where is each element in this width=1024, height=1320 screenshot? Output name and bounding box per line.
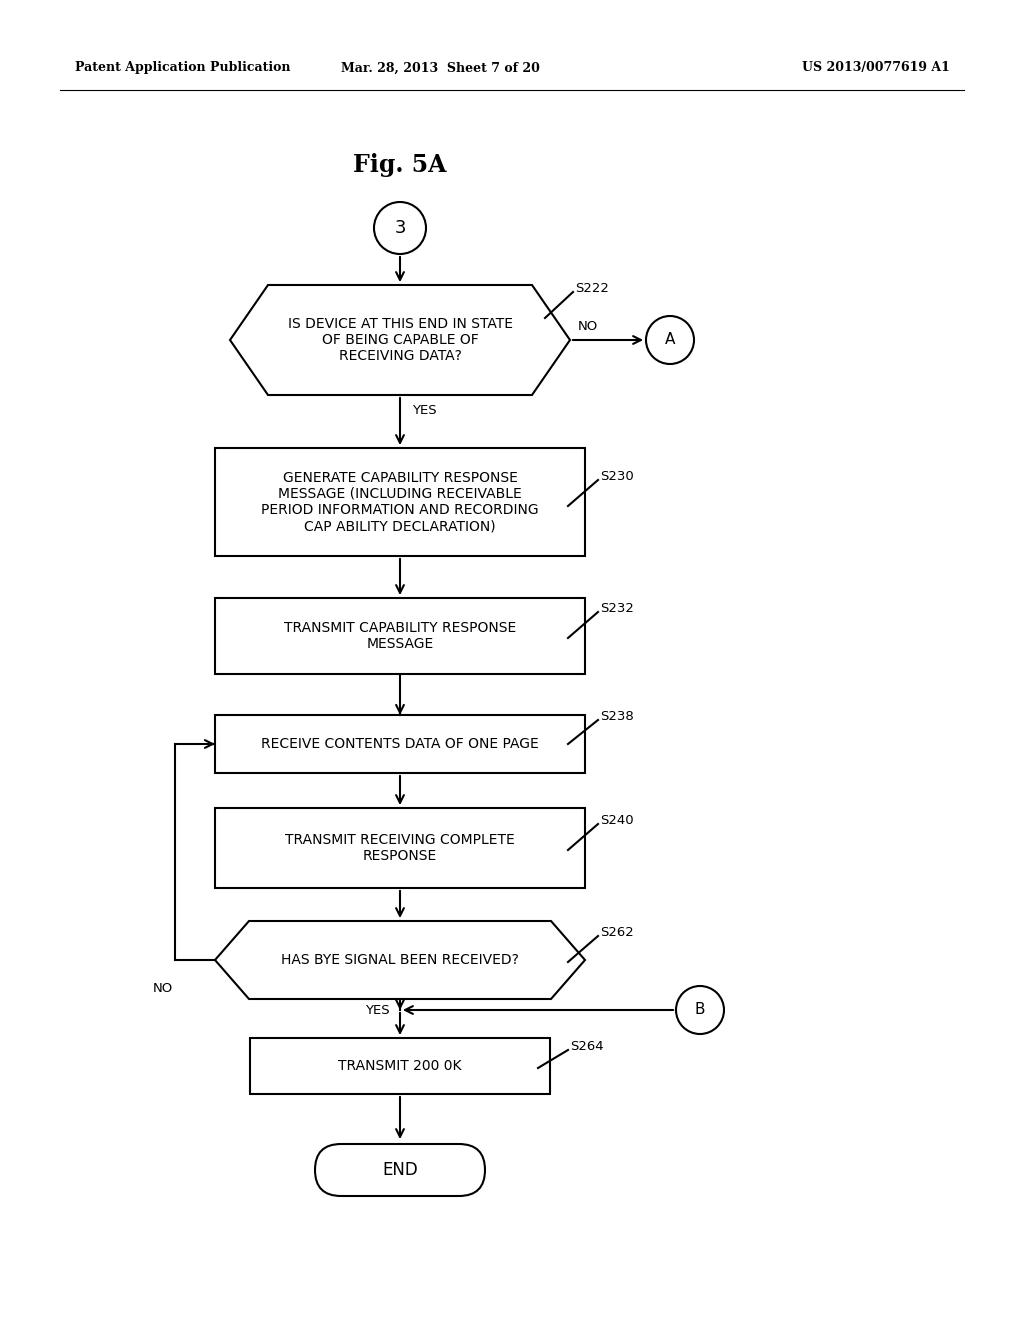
Text: S232: S232 (600, 602, 634, 615)
Text: S230: S230 (600, 470, 634, 483)
Text: NO: NO (153, 982, 173, 994)
Text: TRANSMIT RECEIVING COMPLETE
RESPONSE: TRANSMIT RECEIVING COMPLETE RESPONSE (285, 833, 515, 863)
Text: END: END (382, 1162, 418, 1179)
Text: S240: S240 (600, 813, 634, 826)
Bar (215, 598, 585, 675)
Text: TRANSMIT CAPABILITY RESPONSE
MESSAGE: TRANSMIT CAPABILITY RESPONSE MESSAGE (284, 620, 516, 651)
Text: HAS BYE SIGNAL BEEN RECEIVED?: HAS BYE SIGNAL BEEN RECEIVED? (281, 953, 519, 968)
Text: 3: 3 (394, 219, 406, 238)
Text: S262: S262 (600, 925, 634, 939)
Text: B: B (694, 1002, 706, 1018)
Bar (215, 715, 585, 774)
Text: GENERATE CAPABILITY RESPONSE
MESSAGE (INCLUDING RECEIVABLE
PERIOD INFORMATION AN: GENERATE CAPABILITY RESPONSE MESSAGE (IN… (261, 471, 539, 533)
Text: S264: S264 (570, 1040, 603, 1052)
Text: RECEIVE CONTENTS DATA OF ONE PAGE: RECEIVE CONTENTS DATA OF ONE PAGE (261, 737, 539, 751)
Text: YES: YES (366, 1003, 390, 1016)
Text: S238: S238 (600, 710, 634, 722)
Bar (215, 447, 585, 556)
Text: A: A (665, 333, 675, 347)
Text: S222: S222 (575, 281, 609, 294)
Text: YES: YES (412, 404, 436, 417)
Text: IS DEVICE AT THIS END IN STATE
OF BEING CAPABLE OF
RECEIVING DATA?: IS DEVICE AT THIS END IN STATE OF BEING … (288, 317, 512, 363)
Text: Mar. 28, 2013  Sheet 7 of 20: Mar. 28, 2013 Sheet 7 of 20 (341, 62, 540, 74)
Bar (250, 1038, 550, 1094)
Text: NO: NO (578, 319, 598, 333)
Text: US 2013/0077619 A1: US 2013/0077619 A1 (802, 62, 950, 74)
Bar (215, 808, 585, 888)
Text: TRANSMIT 200 0K: TRANSMIT 200 0K (338, 1059, 462, 1073)
Text: Fig. 5A: Fig. 5A (353, 153, 446, 177)
Text: Patent Application Publication: Patent Application Publication (75, 62, 291, 74)
